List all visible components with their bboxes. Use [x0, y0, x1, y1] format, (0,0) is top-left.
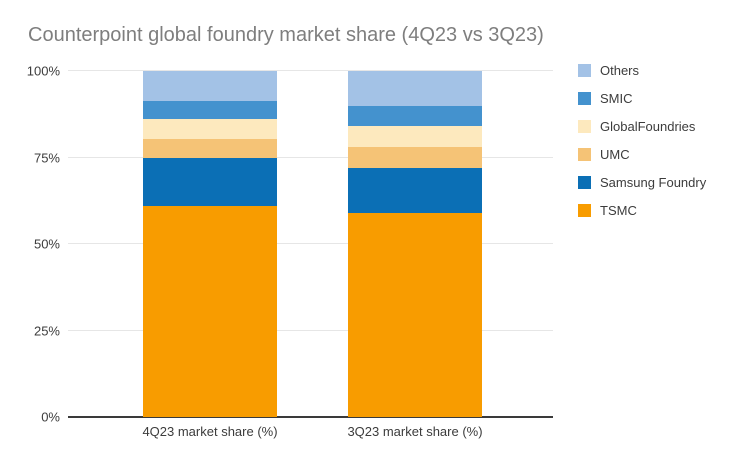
y-axis: 0% 25% 50% 75% 100% — [0, 65, 60, 424]
bar-segment-samsung-foundry[interactable] — [143, 157, 277, 206]
bar-segment-samsung-foundry[interactable] — [348, 167, 482, 213]
bar-segment-smic[interactable] — [143, 100, 277, 119]
gridline-75% — [68, 156, 553, 158]
bar-segment-umc[interactable] — [348, 147, 482, 168]
legend-swatch-icon — [578, 204, 591, 217]
legend-item-smic: SMIC — [578, 91, 706, 106]
bar-segment-globalfoundries[interactable] — [348, 126, 482, 148]
y-tick-label-100%: 100% — [26, 63, 60, 79]
bar-segment-others[interactable] — [348, 71, 482, 106]
gridline-50% — [68, 243, 553, 244]
plot-area — [68, 70, 553, 418]
legend-label: GlobalFoundries — [600, 119, 696, 134]
y-tick-label-25%: 25% — [33, 323, 60, 338]
gridline-100% — [68, 70, 553, 71]
bar-segment-umc[interactable] — [143, 138, 277, 158]
legend-label: Samsung Foundry — [600, 175, 707, 190]
bar-segment-tsmc[interactable] — [348, 212, 482, 417]
bar-segment-smic[interactable] — [348, 105, 482, 127]
x-axis-label-3Q23: 3Q23 market share (%) — [347, 424, 483, 439]
legend-label: SMIC — [600, 91, 633, 106]
x-axis-line — [68, 416, 553, 418]
legend-swatch-icon — [578, 64, 591, 77]
legend-swatch-icon — [578, 176, 591, 189]
legend: Others SMIC GlobalFoundries UMC Samsung Foun… — [578, 63, 707, 232]
legend-label: UMC — [600, 147, 630, 162]
bar-3Q23 — [348, 71, 482, 417]
legend-label: TSMC — [600, 203, 637, 218]
legend-item-tsmc: TSMC — [578, 203, 706, 218]
bar-segment-globalfoundries[interactable] — [143, 118, 277, 139]
legend-swatch-icon — [578, 148, 591, 161]
y-tick-label-75%: 75% — [33, 150, 60, 165]
legend-item-samsung-foundry: Samsung Foundry — [578, 175, 707, 190]
bar-4Q23 — [143, 71, 277, 417]
legend-label: Others — [600, 63, 640, 78]
bar-segment-others[interactable] — [143, 71, 277, 101]
legend-item-others: Others — [578, 63, 706, 78]
gridline-25% — [68, 329, 553, 331]
legend-item-umc: UMC — [578, 147, 706, 162]
bar-segment-tsmc[interactable] — [143, 205, 277, 417]
y-tick-label-50%: 50% — [33, 236, 60, 252]
legend-item-globalfoundries: GlobalFoundries — [578, 119, 706, 134]
legend-swatch-icon — [578, 92, 591, 105]
chart-title: Counterpoint global foundry market share… — [28, 24, 544, 46]
legend-swatch-icon — [578, 120, 591, 133]
x-axis-label-4Q23: 4Q23 market share (%) — [142, 424, 278, 439]
y-tick-label-0%: 0% — [41, 409, 60, 425]
